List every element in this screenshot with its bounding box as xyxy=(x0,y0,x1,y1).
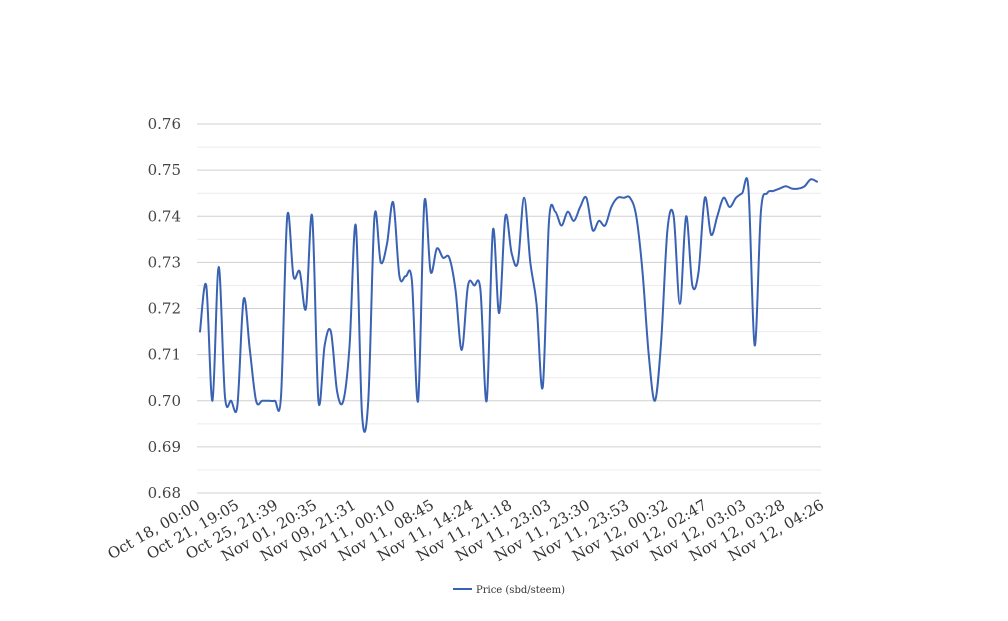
y-tick-label: 0.74 xyxy=(148,207,181,225)
price-series-line xyxy=(199,177,818,433)
series-lines xyxy=(199,177,818,433)
y-axis-ticks: 0.68 0.69 0.70 0.71 0.72 0.73 0.74 0.75 0.76 xyxy=(148,115,181,502)
y-tick-label: 0.69 xyxy=(148,438,181,456)
legend: Price (sbd/steem) xyxy=(453,585,565,596)
gridlines xyxy=(197,123,821,494)
y-tick-label: 0.71 xyxy=(148,346,181,364)
y-tick-label: 0.73 xyxy=(148,253,181,271)
y-tick-label: 0.68 xyxy=(148,484,181,502)
y-tick-label: 0.70 xyxy=(148,392,181,410)
y-tick-label: 0.75 xyxy=(148,161,181,179)
y-tick-label: 0.72 xyxy=(148,300,181,318)
legend-label: Price (sbd/steem) xyxy=(476,585,565,596)
y-tick-label: 0.76 xyxy=(148,115,181,133)
